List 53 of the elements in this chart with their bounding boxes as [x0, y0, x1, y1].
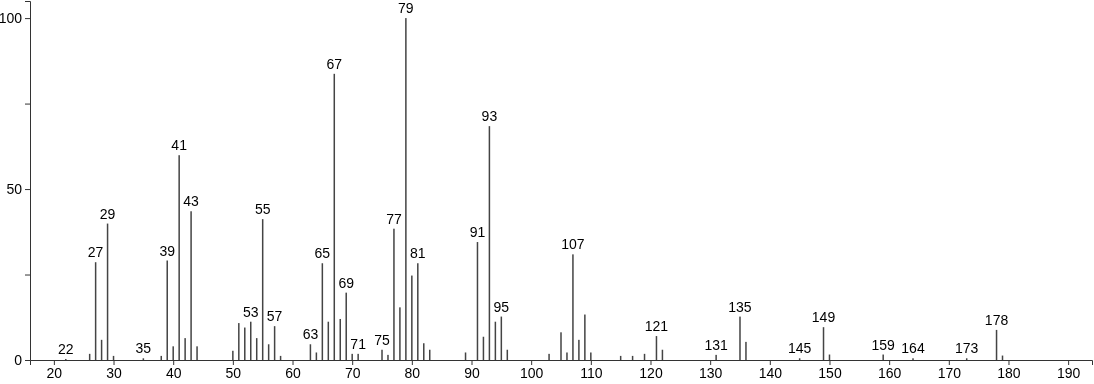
y-tick-label: 0: [14, 351, 23, 368]
x-tick-label: 180: [997, 364, 1021, 381]
x-tick-label: 130: [698, 364, 723, 381]
x-tick-label: 70: [344, 364, 361, 381]
annotation: 135: [728, 298, 752, 315]
annotation: 63: [302, 326, 319, 343]
y-tick-label: 100: [0, 10, 23, 27]
x-tick-label: 170: [937, 364, 962, 381]
annotation: 91: [469, 224, 486, 241]
annotation: 65: [314, 245, 331, 262]
annotation: 79: [398, 0, 414, 17]
annotation: 41: [171, 137, 188, 154]
annotation: 69: [338, 274, 355, 291]
annotation: 39: [159, 242, 176, 259]
annotation: 107: [561, 236, 585, 253]
annotation: 159: [871, 336, 896, 353]
y-tick-label: 50: [6, 181, 23, 198]
x-tick-label: 90: [464, 364, 480, 381]
annotation: 164: [901, 340, 925, 357]
x-tick-label: 140: [758, 364, 783, 381]
x-tick-label: 30: [106, 364, 123, 381]
annotation: 81: [410, 245, 426, 262]
annotation: 75: [374, 331, 391, 348]
annotation: 131: [704, 336, 729, 353]
annotation: 121: [644, 318, 669, 335]
annotation: 145: [787, 340, 812, 357]
x-tick-label: 120: [639, 364, 663, 381]
annotation: 43: [183, 193, 200, 210]
annotation: 71: [350, 335, 367, 352]
x-tick-label: 60: [285, 364, 302, 381]
annotation: 53: [242, 303, 259, 320]
x-tick-label: 160: [877, 364, 902, 381]
x-tick-label: 100: [519, 364, 544, 381]
annotation: 178: [984, 311, 1009, 328]
x-tick-label: 110: [580, 364, 603, 381]
annotation: 27: [87, 244, 104, 261]
annotation: 22: [58, 340, 74, 357]
x-tick-label: 190: [1056, 364, 1081, 381]
annotation: 173: [955, 340, 979, 357]
x-tick-label: 150: [818, 364, 842, 381]
annotation: 149: [811, 309, 836, 326]
x-tick-label: 80: [404, 364, 421, 381]
annotation: 93: [481, 108, 498, 125]
annotation: 95: [493, 298, 510, 315]
annotation: 77: [386, 210, 402, 227]
annotation: 55: [254, 201, 271, 218]
x-tick-label: 40: [165, 364, 182, 381]
x-tick-label: 50: [225, 364, 242, 381]
annotation: 67: [326, 55, 343, 72]
x-tick-label: 20: [46, 364, 63, 381]
annotation: 35: [135, 340, 152, 357]
annotation: 57: [266, 308, 283, 325]
annotation: 29: [99, 205, 116, 222]
